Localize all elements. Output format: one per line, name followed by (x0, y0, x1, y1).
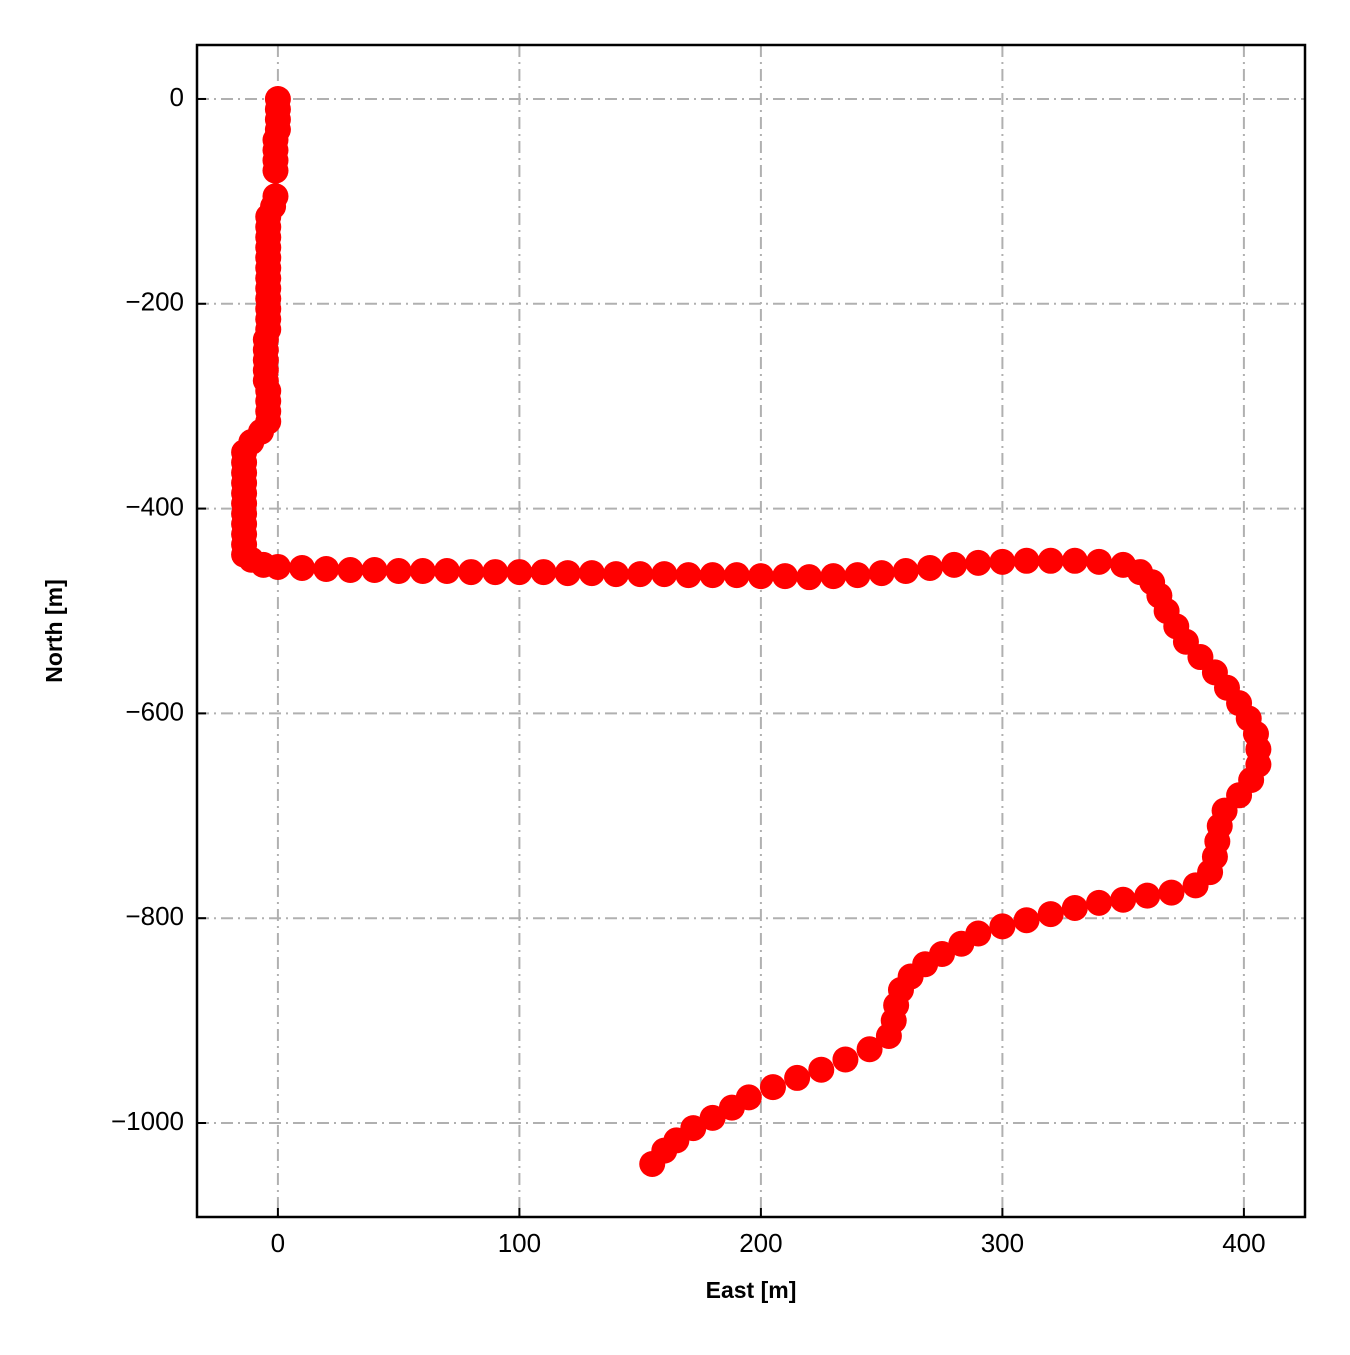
point (313, 555, 340, 582)
point (747, 563, 774, 590)
point (289, 554, 316, 581)
point (723, 562, 750, 589)
point (699, 562, 726, 589)
x-tick-label: 400 (1222, 1228, 1265, 1258)
y-tick-label: −800 (125, 901, 184, 931)
point (1037, 547, 1064, 574)
point (554, 560, 581, 587)
point (916, 554, 943, 581)
point (808, 1056, 835, 1083)
y-tick-label: −400 (125, 491, 184, 521)
point (989, 913, 1016, 940)
point (820, 563, 847, 590)
point (1182, 872, 1209, 899)
point (458, 559, 485, 586)
point (1086, 889, 1113, 916)
point (718, 1094, 745, 1121)
point (772, 563, 799, 590)
point (784, 1064, 811, 1091)
point (675, 562, 702, 589)
point (1061, 547, 1088, 574)
y-tick-label: −1000 (111, 1106, 184, 1136)
point (1061, 894, 1088, 921)
point (603, 561, 630, 588)
point (844, 562, 871, 589)
point (1134, 882, 1161, 909)
point (385, 558, 412, 585)
point (578, 560, 605, 587)
x-axis-label: East [m] (706, 1277, 797, 1303)
x-tick-label: 200 (739, 1228, 782, 1258)
point (433, 558, 460, 585)
point (1013, 547, 1040, 574)
point (530, 559, 557, 586)
point (639, 1150, 666, 1177)
point (627, 561, 654, 588)
y-tick-label: 0 (170, 82, 184, 112)
point (1110, 886, 1137, 913)
point (965, 549, 992, 576)
y-tick-label: −600 (125, 696, 184, 726)
point (796, 564, 823, 591)
point (989, 548, 1016, 575)
point (759, 1074, 786, 1101)
point (1013, 907, 1040, 934)
point (651, 561, 678, 588)
point (262, 157, 289, 184)
point (361, 557, 388, 584)
point (409, 558, 436, 585)
point (699, 1104, 726, 1131)
point (832, 1046, 859, 1073)
x-tick-label: 100 (498, 1228, 541, 1258)
point (506, 559, 533, 586)
point (264, 553, 291, 580)
point (892, 558, 919, 585)
point (868, 560, 895, 587)
point (948, 930, 975, 957)
point (1158, 879, 1185, 906)
point (337, 557, 364, 584)
plot-area (197, 45, 1305, 1217)
point (941, 551, 968, 578)
point (875, 1022, 902, 1049)
x-tick-label: 0 (271, 1228, 285, 1258)
point (482, 559, 509, 586)
point (1086, 548, 1113, 575)
point (1037, 901, 1064, 928)
y-axis-label: North [m] (41, 579, 67, 682)
y-tick-label: −200 (125, 287, 184, 317)
x-tick-label: 300 (981, 1228, 1024, 1258)
axes-frame (195, 43, 1307, 1219)
point (856, 1036, 883, 1063)
